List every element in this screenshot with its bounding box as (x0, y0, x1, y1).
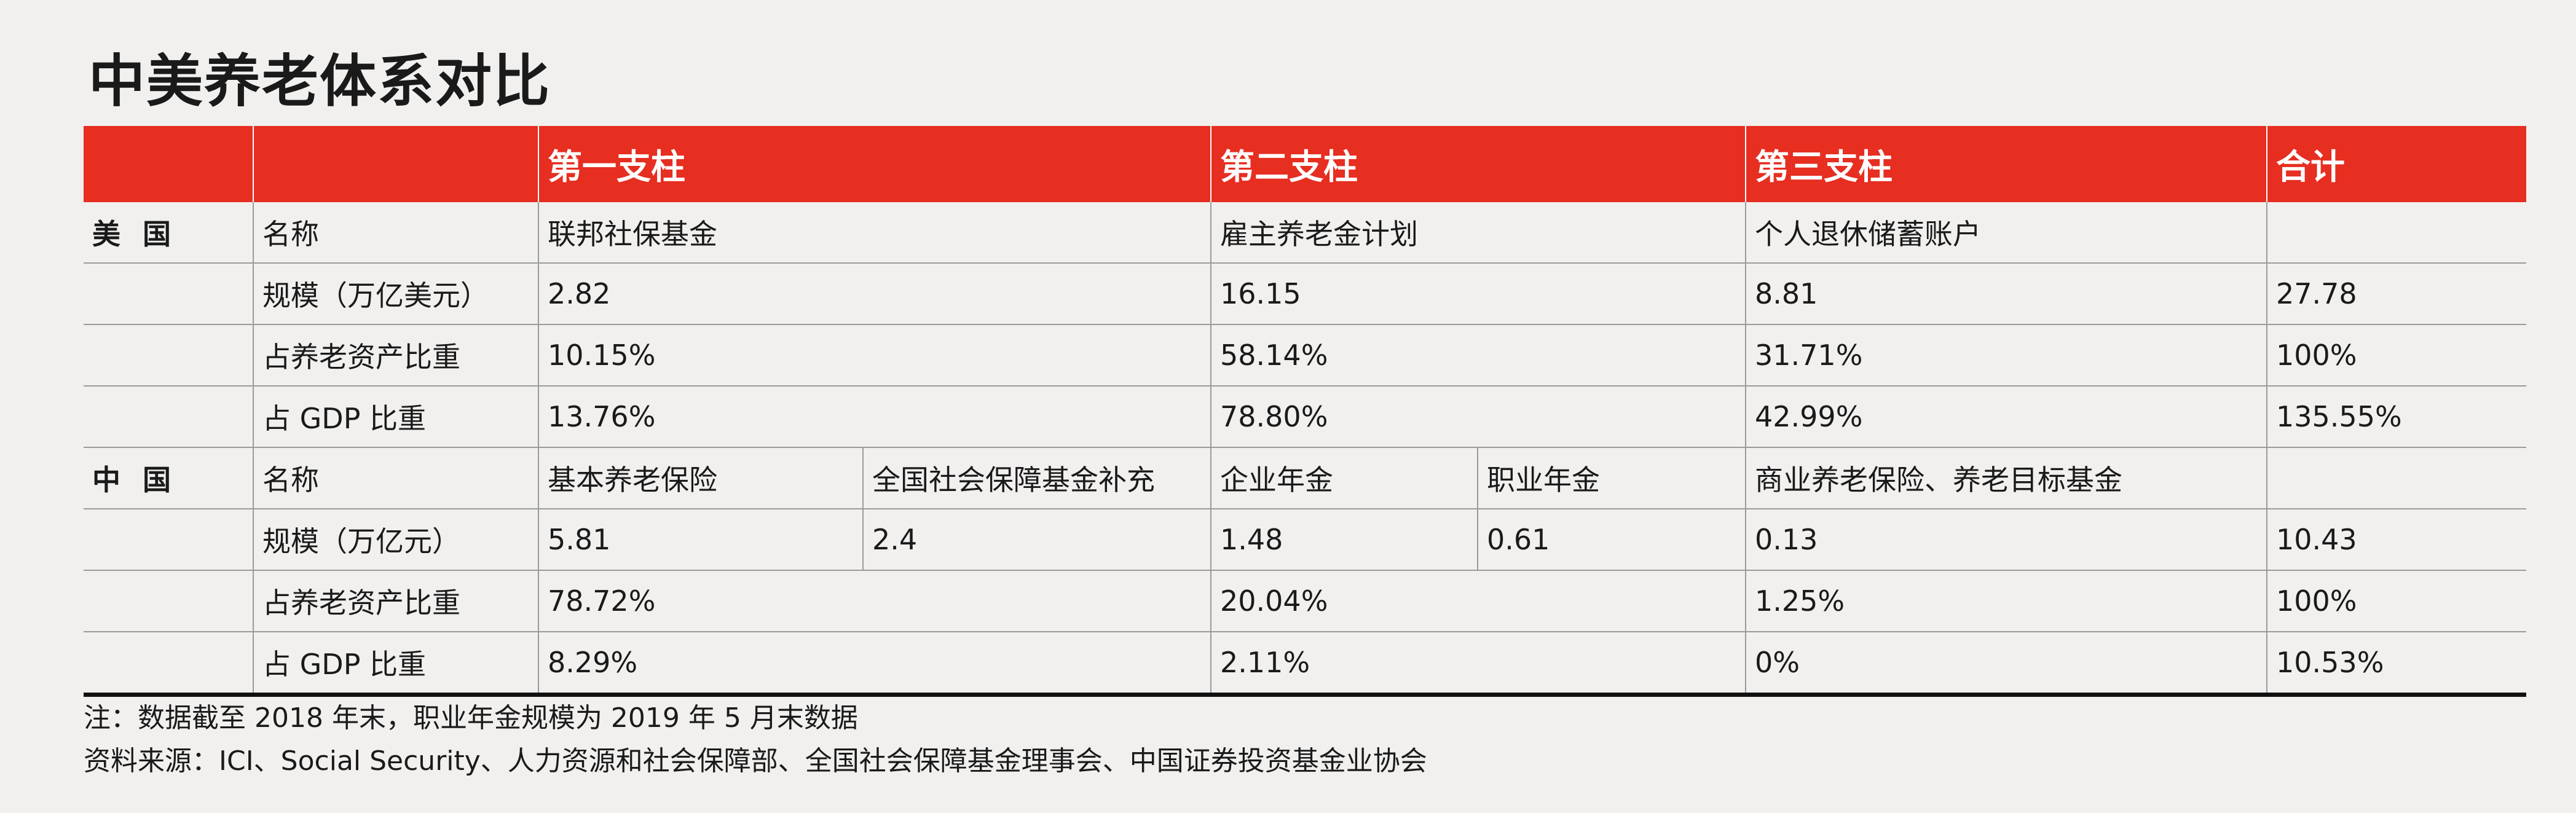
table-cell: 58.14% (1210, 324, 1746, 387)
table-cell: 职业年金 (1477, 447, 1746, 509)
table-cell: 0.13 (1745, 509, 2267, 571)
table-header-row: 第一支柱 第二支柱 第三支柱 合计 (84, 126, 2526, 202)
table-row: 占养老资产比重 78.72% 20.04% 1.25% 100% (84, 570, 2526, 632)
row-label: 规模（万亿元） (253, 509, 538, 571)
table-cell: 27.78 (2266, 263, 2526, 325)
table-cell: 135.55% (2266, 386, 2526, 448)
row-label: 占养老资产比重 (253, 324, 538, 387)
table-cell (2266, 202, 2526, 264)
comparison-table: 第一支柱 第二支柱 第三支柱 合计 美 国 名称 联邦社保基金 雇主养老金计划 … (84, 126, 2526, 697)
table-cell: 78.80% (1210, 386, 1746, 448)
header-cell-item (253, 126, 538, 202)
country-cell-empty (84, 570, 253, 632)
table-cell: 78.72% (538, 570, 1211, 632)
country-cell-empty (84, 509, 253, 571)
table-row: 规模（万亿美元） 2.82 16.15 8.81 27.78 (84, 263, 2526, 325)
table-cell: 2.11% (1210, 632, 1746, 697)
table-cell: 100% (2266, 324, 2526, 387)
table-cell: 10.15% (538, 324, 1211, 387)
country-label-cn: 中 国 (84, 447, 253, 509)
table-cell: 16.15 (1210, 263, 1746, 325)
table-row: 占养老资产比重 10.15% 58.14% 31.71% 100% (84, 324, 2526, 387)
source-note: 资料来源：ICI、Social Security、人力资源和社会保障部、全国社会… (84, 745, 1427, 777)
table-cell: 13.76% (538, 386, 1211, 448)
table-cell: 8.29% (538, 632, 1211, 697)
header-cell-pillar-3: 第三支柱 (1745, 126, 2267, 202)
table-cell: 企业年金 (1210, 447, 1478, 509)
table-cell: 联邦社保基金 (538, 202, 1211, 264)
table-cell: 5.81 (538, 509, 863, 571)
table-cell: 10.53% (2266, 632, 2526, 697)
table-cell: 10.43 (2266, 509, 2526, 571)
table-row: 占 GDP 比重 8.29% 2.11% 0% 10.53% (84, 632, 2526, 697)
table-cell: 31.71% (1745, 324, 2267, 387)
header-cell-country (84, 126, 253, 202)
table-cell: 8.81 (1745, 263, 2267, 325)
table-cell: 0.61 (1477, 509, 1746, 571)
row-label: 占养老资产比重 (253, 570, 538, 632)
table-row: 占 GDP 比重 13.76% 78.80% 42.99% 135.55% (84, 386, 2526, 448)
row-label: 占 GDP 比重 (253, 632, 538, 697)
table-cell: 2.4 (862, 509, 1211, 571)
table-cell: 100% (2266, 570, 2526, 632)
table-cell: 全国社会保障基金补充 (862, 447, 1211, 509)
header-cell-total: 合计 (2266, 126, 2526, 202)
table-cell: 1.25% (1745, 570, 2267, 632)
table-cell: 0% (1745, 632, 2267, 697)
row-label: 占 GDP 比重 (253, 386, 538, 448)
row-label: 名称 (253, 447, 538, 509)
table-cell: 基本养老保险 (538, 447, 863, 509)
table-cell: 42.99% (1745, 386, 2267, 448)
country-cell-empty (84, 632, 253, 697)
table-row: 规模（万亿元） 5.81 2.4 1.48 0.61 0.13 10.43 (84, 509, 2526, 571)
country-cell-empty (84, 386, 253, 448)
footnote: 注：数据截至 2018 年末，职业年金规模为 2019 年 5 月末数据 (84, 702, 858, 734)
page-title: 中美养老体系对比 (89, 49, 551, 114)
table-cell (2266, 447, 2526, 509)
header-cell-pillar-1: 第一支柱 (538, 126, 1211, 202)
table-row: 中 国 名称 基本养老保险 全国社会保障基金补充 企业年金 职业年金 商业养老保… (84, 447, 2526, 509)
country-cell-empty (84, 324, 253, 387)
country-cell-empty (84, 263, 253, 325)
row-label: 名称 (253, 202, 538, 264)
table-cell: 雇主养老金计划 (1210, 202, 1746, 264)
header-cell-pillar-2: 第二支柱 (1210, 126, 1746, 202)
table-row: 美 国 名称 联邦社保基金 雇主养老金计划 个人退休储蓄账户 (84, 202, 2526, 264)
country-label-us: 美 国 (84, 202, 253, 264)
table-cell: 2.82 (538, 263, 1211, 325)
row-label: 规模（万亿美元） (253, 263, 538, 325)
table-cell: 商业养老保险、养老目标基金 (1745, 447, 2267, 509)
table-cell: 个人退休储蓄账户 (1745, 202, 2267, 264)
table-cell: 1.48 (1210, 509, 1478, 571)
table-cell: 20.04% (1210, 570, 1746, 632)
